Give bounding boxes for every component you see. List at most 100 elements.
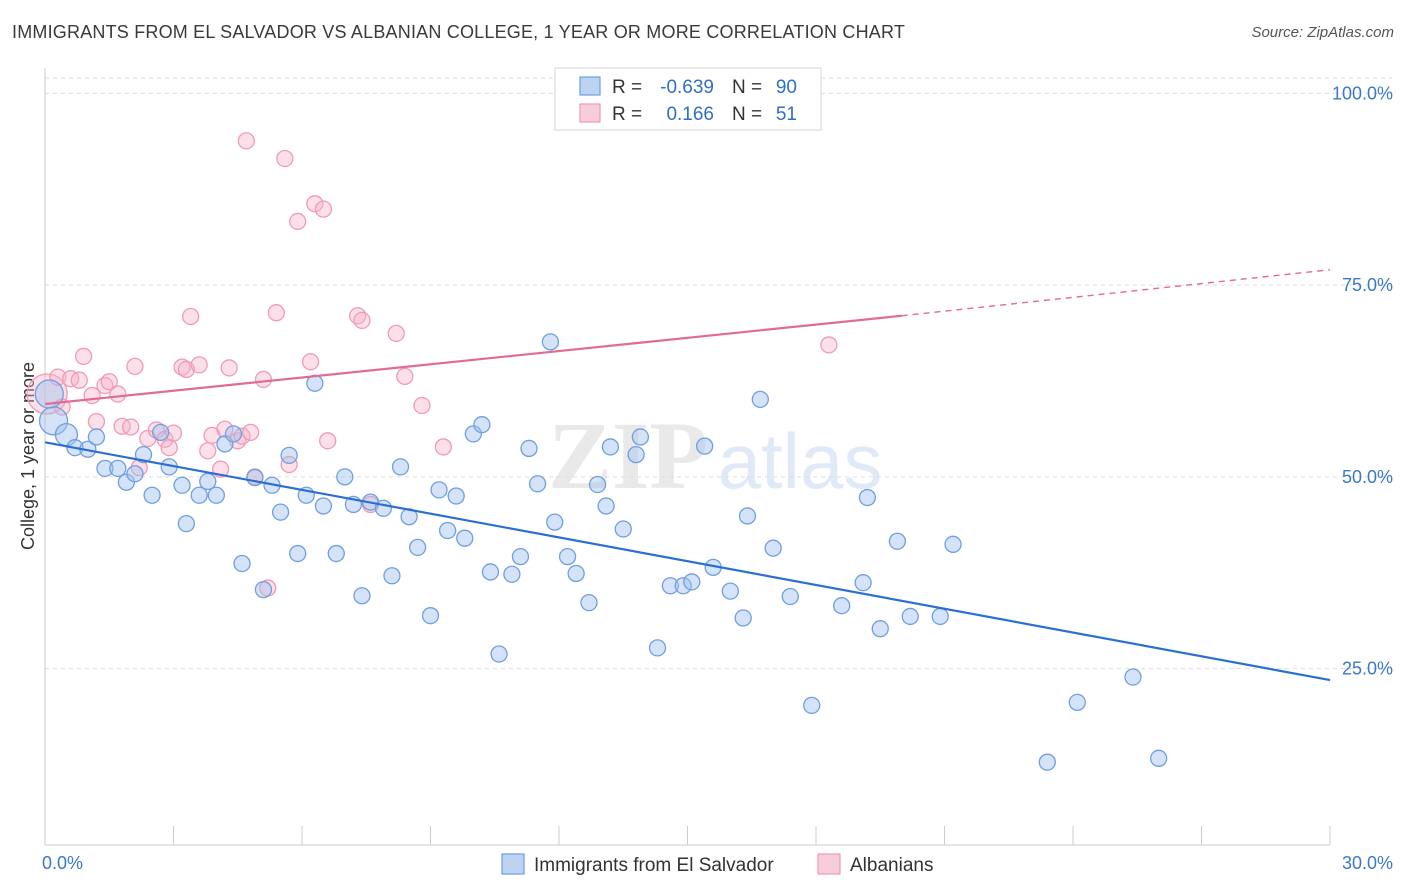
watermark-atlas: atlas: [718, 417, 883, 505]
x-tick-label-max: 30.0%: [1342, 853, 1393, 873]
albanian-point: [100, 373, 118, 391]
y-axis-tick-labels: 25.0% 50.0% 75.0% 100.0%: [1332, 83, 1393, 678]
el-salvador-point: [280, 446, 298, 465]
albanian-point: [109, 385, 127, 403]
el-salvador-point: [430, 481, 448, 499]
albanian-point: [276, 149, 294, 168]
legend-n-label-2: N =: [732, 104, 762, 125]
legend-r-label-1: R =: [612, 77, 642, 98]
albanian-point: [267, 304, 285, 322]
el-salvador-point: [473, 416, 491, 434]
el-salvador-point: [601, 438, 620, 456]
y-tick-label: 25.0%: [1342, 659, 1393, 679]
el-salvador-point: [254, 580, 273, 599]
el-salvador-point: [126, 465, 144, 483]
chart-source: Source: ZipAtlas.com: [1251, 24, 1394, 41]
albanian-point: [280, 455, 298, 474]
legend-r-label-2: R =: [612, 104, 642, 125]
bottom-legend-swatch-el-salvador: [501, 853, 525, 875]
el-salvador-point: [456, 529, 474, 547]
el-salvador-point: [190, 486, 208, 504]
el-salvador-point: [614, 520, 632, 538]
series-albanians-points: [26, 132, 838, 597]
albanian-point: [434, 438, 453, 456]
el-salvador-point: [888, 532, 907, 550]
albanian-point: [820, 336, 838, 354]
el-salvador-point: [567, 564, 585, 583]
albanian-point: [164, 424, 183, 442]
albanian-point: [241, 423, 260, 442]
el-salvador-point: [648, 639, 667, 657]
legend-n-value-2: 51: [776, 104, 797, 125]
bottom-legend: Immigrants from El Salvador Albanians: [501, 853, 933, 876]
el-salvador-point: [764, 539, 782, 557]
albanian-point: [74, 347, 93, 366]
albanian-point: [387, 324, 405, 343]
el-salvador-point: [803, 696, 821, 715]
el-salvador-point: [151, 423, 170, 442]
el-salvador-point: [289, 544, 307, 563]
el-salvador-point: [541, 333, 560, 351]
el-salvador-point: [336, 468, 354, 486]
albanian-point: [306, 195, 324, 213]
el-salvador-point: [738, 507, 757, 525]
albanian-point: [199, 442, 217, 460]
el-salvador-point: [751, 390, 769, 409]
el-salvador-point: [597, 497, 615, 515]
albanian-point: [353, 311, 371, 330]
bottom-legend-swatch-albanians: [817, 853, 841, 875]
el-salvador-point: [511, 547, 530, 566]
el-salvador-point: [546, 513, 564, 531]
albanian-point: [220, 359, 238, 377]
el-salvador-point: [481, 563, 500, 581]
albanian-point: [62, 370, 80, 388]
legend-swatch-albanians: [579, 103, 601, 123]
albanian-point: [216, 420, 234, 438]
el-salvador-point: [627, 445, 645, 464]
chart-title: IMMIGRANTS FROM EL SALVADOR VS ALBANIAN …: [12, 22, 906, 42]
el-salvador-point: [520, 439, 538, 458]
albanian-point: [122, 418, 140, 436]
el-salvador-point: [233, 554, 251, 573]
el-salvador-point: [631, 428, 650, 446]
el-salvador-point: [109, 459, 127, 478]
el-salvador-point: [224, 425, 243, 443]
el-salvador-point: [683, 573, 701, 591]
el-salvador-point: [327, 544, 345, 563]
albanian-point: [254, 370, 273, 389]
el-salvador-point: [173, 476, 191, 494]
el-salvador-point: [1150, 749, 1168, 767]
legend-r-value-1: -0.639: [660, 77, 714, 98]
el-salvador-point: [734, 609, 752, 627]
albanian-point: [160, 439, 178, 457]
el-salvador-point: [464, 425, 482, 443]
el-salvador-point: [528, 475, 547, 493]
albanian-point: [237, 132, 255, 150]
albanian-point: [413, 396, 431, 415]
y-tick-label: 50.0%: [1342, 467, 1393, 487]
albanian-point: [177, 360, 196, 379]
el-salvador-point: [134, 445, 153, 464]
albanian-point: [190, 356, 208, 374]
el-salvador-point: [674, 577, 692, 595]
el-salvador-point: [580, 593, 598, 612]
grid-lines: [45, 77, 1392, 670]
albanian-point: [70, 371, 88, 389]
el-salvador-point: [931, 607, 949, 626]
el-salvador-point: [901, 607, 919, 626]
el-salvador-point: [447, 487, 465, 505]
albanian-point: [314, 200, 333, 218]
el-salvador-point: [353, 587, 371, 605]
el-salvador-point: [858, 488, 877, 507]
el-salvador-point: [96, 459, 114, 478]
y-tick-label: 100.0%: [1332, 83, 1393, 103]
el-salvador-point: [833, 597, 851, 615]
el-salvador-point: [143, 486, 161, 504]
el-salvador-point: [490, 645, 508, 663]
el-salvador-point: [87, 428, 106, 446]
watermark: ZIP atlas: [548, 402, 882, 509]
el-salvador-point: [1038, 753, 1056, 771]
x-axis-ticks: [44, 826, 1331, 845]
bottom-legend-label-el-salvador: Immigrants from El Salvador: [534, 855, 774, 876]
el-salvador-point: [1068, 693, 1086, 711]
